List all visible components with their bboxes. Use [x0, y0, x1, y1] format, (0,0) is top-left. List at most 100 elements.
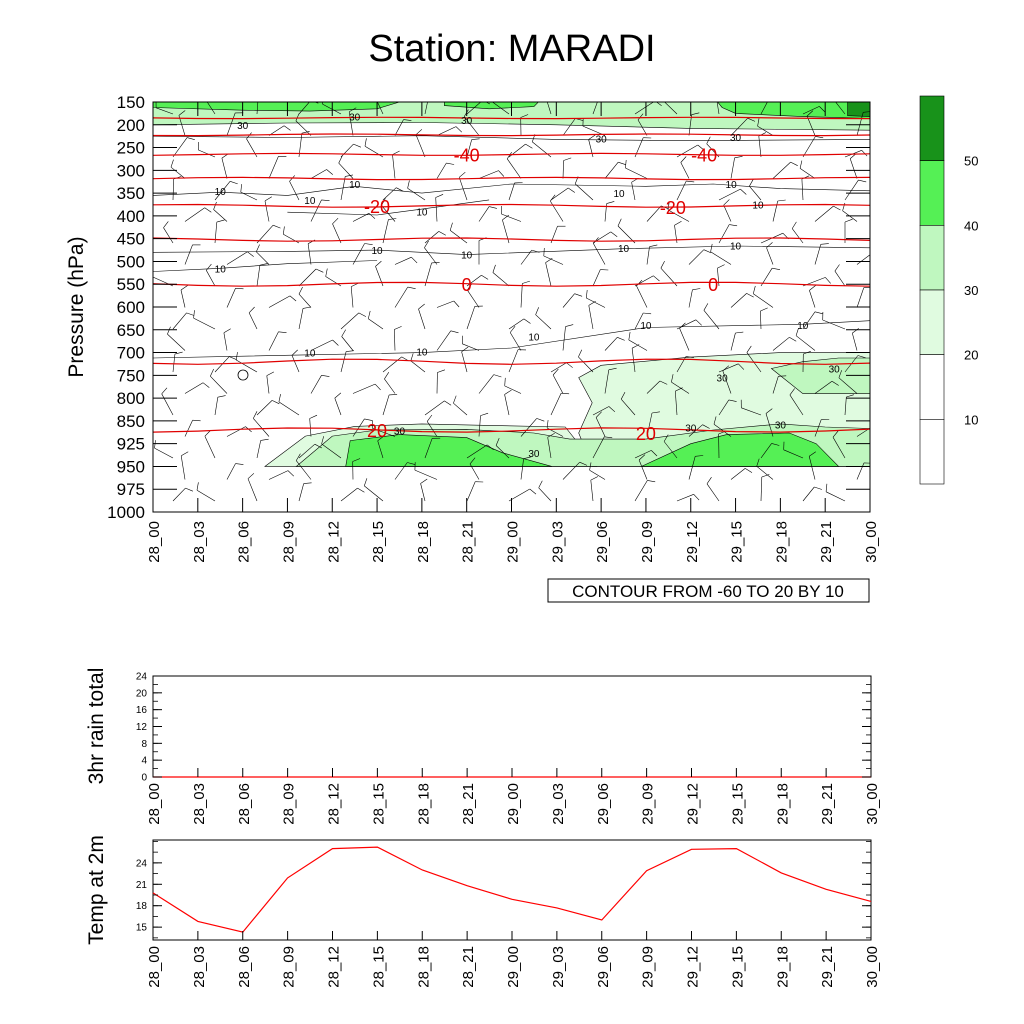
- wind-barb: [348, 107, 357, 136]
- wind-barb: [340, 487, 365, 502]
- time-tick-label: 29_00: [505, 521, 522, 563]
- wind-barb: [368, 310, 384, 330]
- wind-barb: [453, 395, 468, 416]
- wind-barb: [298, 306, 311, 330]
- wind-barb: [364, 478, 384, 502]
- wind-barb: [538, 480, 552, 502]
- wind-speed-contour-label: 10: [215, 264, 227, 275]
- page-title: Station: MARADI: [368, 28, 656, 70]
- wind-barb: [664, 102, 678, 115]
- calm-wind-marker: [237, 369, 249, 381]
- time-tick-label: 28_03: [191, 521, 208, 563]
- wind-barb: [562, 157, 572, 179]
- temperature-contour: [153, 203, 870, 208]
- rain-time-tick-label: 29_15: [729, 783, 746, 825]
- wind-barb: [268, 295, 297, 308]
- wind-barb: [592, 436, 613, 459]
- pressure-tick-label: 300: [117, 161, 145, 180]
- wind-speed-contour-label: 10: [215, 187, 227, 198]
- y-tick-label: 21: [136, 880, 148, 891]
- rain-time-tick-label: 28_09: [281, 783, 298, 825]
- wind-barb: [634, 312, 652, 330]
- wind-barb: [634, 102, 662, 115]
- wind-barb: [325, 268, 342, 287]
- temperature-contour-label: -40: [691, 145, 717, 165]
- wind-speed-contour-label: 10: [528, 333, 540, 344]
- wind-barb: [196, 482, 216, 502]
- pressure-tick-label: 800: [117, 389, 145, 408]
- y-tick-label: 24: [136, 858, 148, 869]
- wind-barb: [247, 473, 258, 502]
- temp-time-tick-label: 29_00: [505, 946, 522, 988]
- time-tick-label: 28_12: [325, 521, 342, 563]
- wind-barb: [382, 187, 404, 201]
- wind-barb: [478, 206, 497, 222]
- pressure-tick-label: 850: [117, 412, 145, 431]
- wind-barb: [418, 303, 426, 330]
- wind-barb: [535, 307, 552, 330]
- temp-time-tick-label: 29_12: [685, 946, 702, 988]
- wind-speed-contour-label: 30: [596, 134, 608, 145]
- wind-barb: [492, 264, 510, 287]
- wind-barb: [462, 335, 480, 351]
- wind-speed-contour-label: 10: [349, 180, 361, 191]
- wind-speed-contour-label: 10: [730, 242, 742, 253]
- wind-barb: [206, 263, 216, 287]
- wind-speed-contour-label: 30: [461, 116, 473, 127]
- wind-barb: [332, 217, 342, 244]
- rain-time-tick-label: 29_12: [685, 783, 702, 825]
- pressure-tick-label: 700: [117, 344, 145, 363]
- wind-barb: [646, 411, 660, 437]
- wind-barb: [543, 247, 564, 265]
- wind-barb: [772, 337, 797, 351]
- temperature-contour: [153, 427, 870, 433]
- wind-speed-contour: [153, 183, 870, 196]
- wind-region-low-40-50-east: [641, 432, 840, 467]
- wind-barb: [161, 387, 174, 416]
- wind-barb: [637, 113, 648, 136]
- wind-barb: [766, 242, 774, 265]
- wind-barb: [248, 306, 258, 330]
- wind-barb: [340, 174, 354, 201]
- temp-time-tick-label: 28_15: [370, 946, 387, 988]
- temperature-series: [152, 846, 872, 933]
- wind-barb: [172, 137, 195, 158]
- wind-speed-contour-label: 10: [416, 348, 428, 359]
- legend-swatch: [919, 289, 945, 355]
- rain-frame: [152, 675, 872, 778]
- wind-barb: [461, 346, 469, 373]
- pressure-tick-label: 600: [117, 298, 145, 317]
- temp-time-tick-label: 29_03: [550, 946, 567, 988]
- rain-time-tick-label: 28_00: [146, 783, 163, 825]
- y-tick-label: 16: [136, 705, 148, 716]
- wind-speed-contour: [153, 245, 870, 255]
- temperature-contour-label: -20: [660, 198, 686, 218]
- wind-barb: [838, 370, 858, 394]
- wind-barb: [675, 387, 683, 416]
- pressure-tick-label: 975: [117, 480, 145, 499]
- wind-barb: [852, 328, 859, 351]
- wind-barb: [832, 430, 846, 459]
- wind-barb: [814, 243, 829, 265]
- time-tick-label: 28_06: [236, 521, 253, 563]
- wind-barb: [226, 463, 244, 480]
- wind-barb: [676, 180, 695, 201]
- wind-barb: [802, 311, 823, 330]
- wind-barb: [680, 156, 690, 179]
- cross-section-panel: 30 30 30 30 30 10 10 10 10 10 10 10 10 10 10 10 10 10 10 10…: [65, 93, 880, 603]
- wind-barb: [520, 456, 532, 480]
- wind-speed-contour-label: 10: [797, 321, 809, 332]
- wind-barb: [467, 283, 480, 308]
- time-axis: 28_00 28_03 28_06 28_09 28_12 28_15 28_18 28_21…: [146, 102, 880, 563]
- temp-time-tick-label: 28_09: [281, 946, 298, 988]
- wind-barb: [730, 468, 753, 480]
- wind-region-jet-core: [847, 102, 870, 117]
- wind-barb: [617, 218, 636, 244]
- wind-barb: [808, 451, 816, 480]
- wind-barb: [435, 194, 444, 222]
- time-tick-label: 30_00: [863, 521, 880, 563]
- wind-barb: [268, 156, 287, 179]
- legend-level-label: 40: [964, 218, 978, 233]
- wind-speed-contour: [153, 320, 870, 359]
- wind-barb: [223, 328, 231, 351]
